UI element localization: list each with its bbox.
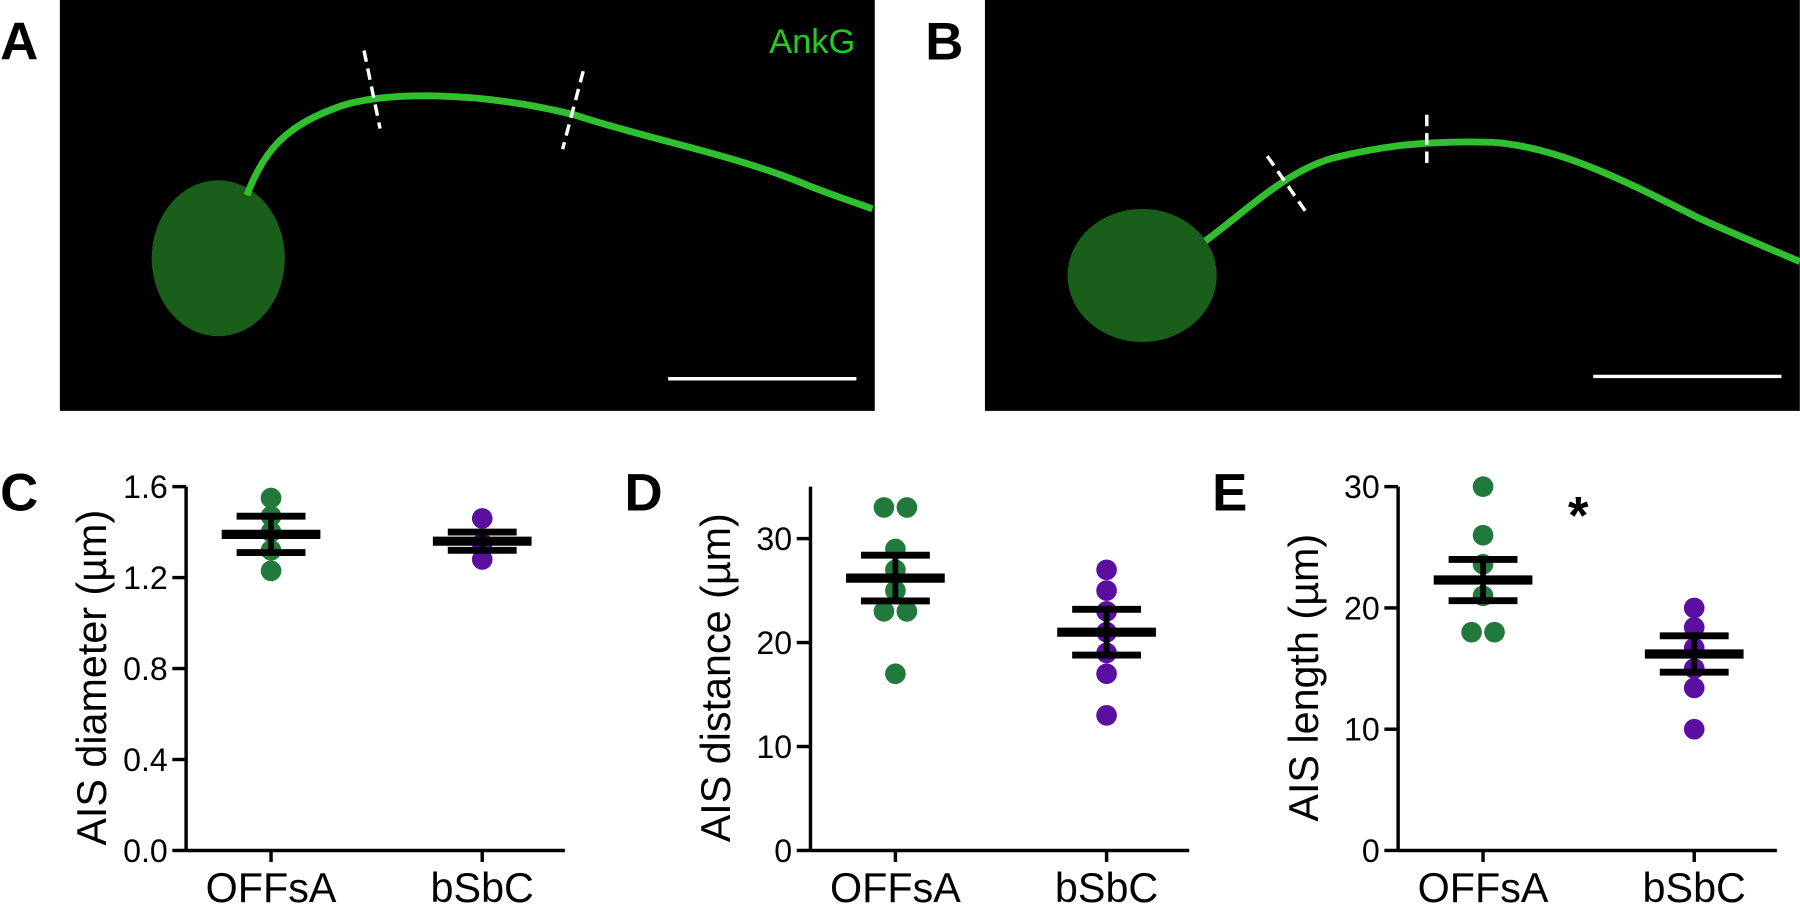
axon: [243, 92, 874, 213]
data-point: [873, 601, 895, 622]
stain-label: AnkG: [769, 23, 855, 61]
y-axis-label: AIS length (µm): [1281, 534, 1327, 822]
x-tick-label: bSbC: [1643, 865, 1746, 909]
soma: [1067, 208, 1217, 343]
y-tick-label: 0: [774, 833, 792, 869]
ais-marker: [362, 50, 382, 129]
data-point: [1683, 718, 1705, 740]
data-point: [1683, 597, 1705, 619]
dot-plot: E AIS length (µm) 0 10 20 30 OFFsA bSbC *: [1212, 464, 1777, 909]
y-axis-label: AIS distance (µm): [693, 513, 739, 842]
x-tick-label: OFFsA: [206, 865, 337, 909]
ais-marker: [1265, 155, 1311, 217]
annotation: *: [1568, 487, 1589, 546]
dot-plot: C AIS diameter (µm)0.0 0.4 0.8 1.2 1.6 OFFsA bS…: [0, 464, 565, 909]
data-point: [873, 497, 895, 518]
y-tick-label: 20: [756, 625, 792, 661]
x-tick-label: OFFsA: [1418, 865, 1549, 909]
x-tick-label: bSbC: [1055, 865, 1158, 909]
data-point: [1096, 663, 1117, 685]
soma: [151, 180, 285, 337]
data-point: [885, 663, 906, 685]
data-point: [896, 497, 918, 518]
panel-label: A: [0, 13, 38, 72]
data-point: [1096, 704, 1117, 726]
x-tick-label: bSbC: [431, 865, 534, 909]
data-point: [1484, 621, 1505, 643]
data-point: [1461, 621, 1482, 643]
data-point: [260, 560, 282, 582]
panel-label: B: [925, 13, 963, 72]
y-tick-label: 1.2: [123, 560, 168, 596]
image-panel-b: B: [925, 0, 1800, 411]
axon: [1203, 138, 1800, 265]
y-tick-label: 0: [1362, 833, 1380, 869]
data-point: [260, 487, 282, 509]
y-tick-label: 0.8: [123, 651, 168, 687]
x-tick-label: OFFsA: [830, 865, 961, 909]
y-tick-label: 20: [1344, 590, 1380, 626]
data-point: [1096, 559, 1117, 581]
panel-label: C: [0, 464, 38, 523]
data-point: [1472, 524, 1494, 546]
data-point: [1683, 677, 1705, 699]
data-point: [471, 508, 493, 529]
ais-marker: [560, 70, 585, 150]
panel-label: E: [1212, 464, 1247, 523]
micrograph: [984, 0, 1800, 411]
y-tick-label: 1.6: [123, 469, 168, 505]
y-axis-label: AIS diameter (µm): [69, 510, 115, 846]
y-tick-label: 0.4: [123, 742, 168, 778]
y-tick-label: 0.0: [123, 833, 168, 869]
data-point: [1472, 476, 1494, 497]
y-tick-label: 10: [1344, 712, 1380, 748]
y-tick-label: 30: [1344, 469, 1380, 505]
panel-label: D: [625, 464, 663, 523]
data-point: [1096, 580, 1117, 601]
data-point: [471, 549, 493, 570]
image-panel-a: A AnkG: [0, 0, 875, 411]
y-tick-label: 10: [756, 729, 792, 765]
data-point: [896, 601, 918, 622]
y-tick-label: 30: [756, 521, 792, 557]
dot-plot: D AIS distance (µm) 0 10 20 30 OFFsA bSbC: [625, 464, 1190, 909]
